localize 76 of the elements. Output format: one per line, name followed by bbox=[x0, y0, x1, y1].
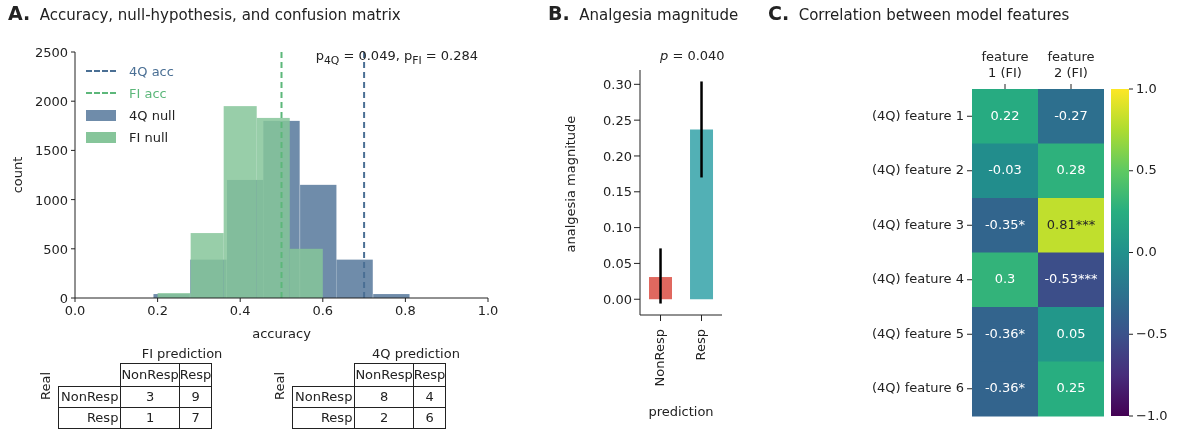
data-label: 2 bbox=[354, 407, 414, 428]
data-label: 0.28 bbox=[1056, 162, 1086, 178]
x-axis-title: 4Q prediction bbox=[371, 346, 461, 361]
color-bar-label: 1.0 bbox=[1136, 80, 1157, 96]
data-label: 0.25 bbox=[1056, 380, 1086, 396]
y-tick-label: 0.05 bbox=[603, 256, 632, 272]
data-label: -0.27 bbox=[1054, 107, 1088, 123]
x-axis-title: FI prediction bbox=[140, 346, 224, 361]
data-label: 8 bbox=[354, 386, 414, 407]
x-tick-label: feature 1 (FI) bbox=[981, 49, 1029, 80]
y-tick-label: 1000 bbox=[34, 192, 68, 208]
y-tick-label: 500 bbox=[43, 241, 68, 257]
x-axis-title: prediction bbox=[648, 404, 714, 419]
y-axis-title: count bbox=[10, 156, 25, 194]
y-tick-label: 0 bbox=[59, 291, 68, 306]
y-tick-label: NonResp bbox=[58, 386, 121, 407]
y-tick-label: (4Q) feature 6 bbox=[871, 380, 964, 396]
data-label: -0.53*** bbox=[1044, 271, 1099, 287]
data-label: 1 bbox=[120, 407, 180, 428]
legend-label: FI null bbox=[129, 129, 169, 145]
y-tick-label: 2500 bbox=[34, 45, 68, 60]
y-tick-label: (4Q) feature 3 bbox=[871, 216, 964, 232]
x-tick-label: feature 2 (FI) bbox=[1047, 49, 1095, 80]
y-tick-label: 0.20 bbox=[603, 148, 632, 164]
x-tick-label: 0.4 bbox=[229, 303, 251, 318]
data-label: -0.36* bbox=[984, 380, 1026, 396]
chart-title: C. Correlation between model features bbox=[768, 2, 1070, 24]
x-tick-label: NonResp bbox=[120, 363, 180, 386]
data-label: 0.22 bbox=[990, 107, 1020, 123]
data-label: 6 bbox=[413, 407, 446, 428]
data-label: 9 bbox=[179, 386, 212, 407]
data-label: -0.35* bbox=[984, 216, 1026, 232]
y-tick-label: Resp bbox=[58, 407, 121, 428]
data-label: 3 bbox=[120, 386, 180, 407]
x-tick-label: NonResp bbox=[354, 363, 414, 386]
x-tick-label: NonResp bbox=[652, 329, 667, 387]
annotation: p$_{4Q}$ = 0.049, p$_{FI}$ = 0.284 bbox=[315, 47, 478, 69]
y-axis-title: analgesia magnitude bbox=[562, 115, 578, 253]
x-tick-label: 0.0 bbox=[64, 303, 86, 318]
x-tick-label: 0.8 bbox=[395, 303, 416, 318]
y-tick-label: 0.30 bbox=[603, 76, 632, 92]
y-tick-label: 2000 bbox=[34, 94, 68, 110]
chart-title: B. Analgesia magnitude bbox=[548, 2, 739, 24]
color-bar-label: −0.5 bbox=[1136, 325, 1168, 341]
x-tick-label: 0.2 bbox=[147, 303, 168, 318]
ref-line-label: 4Q acc bbox=[129, 63, 174, 79]
y-tick-label: 0.00 bbox=[603, 291, 632, 307]
color-bar-label: 0.0 bbox=[1136, 244, 1157, 259]
x-tick-label: 1.0 bbox=[477, 303, 499, 318]
y-axis-title: Real bbox=[38, 371, 53, 400]
data-label: 7 bbox=[179, 407, 212, 428]
x-tick-label: 0.6 bbox=[312, 303, 334, 318]
color-bar-label: −1.0 bbox=[1136, 407, 1168, 423]
text: p = 0.040 bbox=[660, 48, 725, 63]
y-tick-label: (4Q) feature 5 bbox=[871, 325, 964, 341]
y-axis-title: Real bbox=[272, 371, 287, 400]
data-label: -0.36* bbox=[984, 325, 1026, 341]
y-tick-label: 0.25 bbox=[603, 112, 632, 128]
x-tick-label: Resp bbox=[413, 363, 446, 386]
y-tick-label: 0.15 bbox=[603, 184, 632, 200]
x-axis-title: accuracy bbox=[252, 326, 312, 341]
y-tick-label: (4Q) feature 1 bbox=[871, 107, 964, 123]
data-label: 4 bbox=[413, 386, 446, 407]
y-tick-label: 1500 bbox=[34, 143, 68, 159]
y-tick-label: 0.10 bbox=[603, 220, 632, 236]
ref-line-label: FI acc bbox=[129, 85, 167, 101]
data-label: 0.3 bbox=[994, 271, 1016, 287]
data-label: 0.05 bbox=[1056, 325, 1086, 341]
data-label: 0.81*** bbox=[1046, 216, 1096, 232]
data-label: -0.03 bbox=[988, 162, 1022, 178]
color-bar-label: 0.5 bbox=[1136, 162, 1157, 178]
legend-label: 4Q null bbox=[129, 107, 176, 123]
y-tick-label: (4Q) feature 2 bbox=[871, 162, 964, 178]
chart-title: A. Accuracy, null-hypothesis, and confusion matrix bbox=[8, 2, 401, 24]
y-tick-label: (4Q) feature 4 bbox=[871, 271, 964, 287]
x-tick-label: Resp bbox=[179, 363, 212, 386]
